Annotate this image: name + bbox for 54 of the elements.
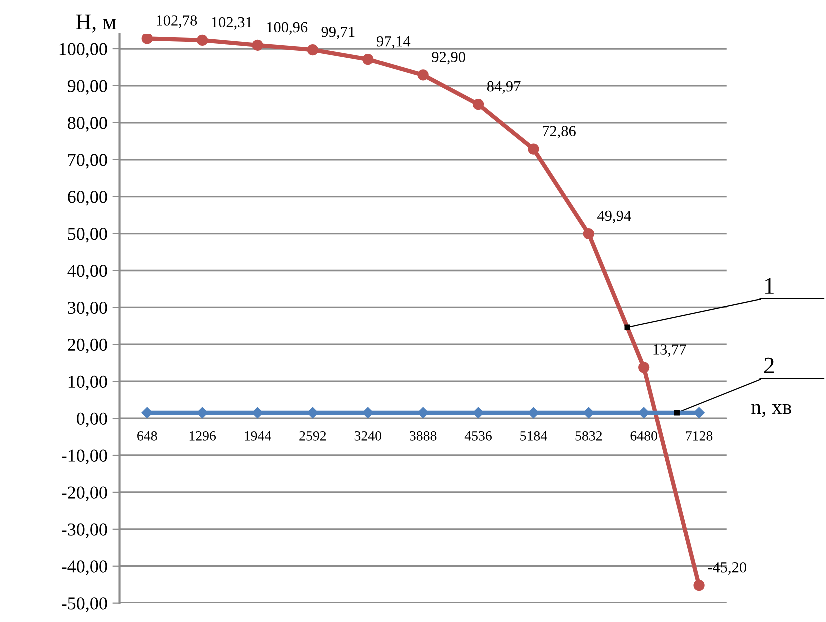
point <box>638 362 650 374</box>
point <box>583 228 594 240</box>
x-tick-label: 1296 <box>190 432 216 441</box>
data-label: 84,97 <box>487 81 521 94</box>
point <box>142 34 153 44</box>
x-tick-label: 6480 <box>630 431 658 441</box>
y-tick-label: -20,00 <box>62 486 108 502</box>
data-label: 102,78 <box>157 16 198 28</box>
y-axis-title: H, м <box>76 14 116 33</box>
y-tick-label: -30,00 <box>62 524 108 538</box>
x-tick-label: 5184 <box>520 431 548 441</box>
point <box>694 580 705 592</box>
x-tick-label: 3888 <box>410 431 437 441</box>
y-tick-label: 40,00 <box>68 264 108 280</box>
data-label: 102,31 <box>212 17 252 30</box>
data-label: 97,14 <box>376 36 411 49</box>
y-tick-label: 100,00 <box>60 43 108 58</box>
x-tick-label: 7128 <box>686 431 713 441</box>
x-tick-label: 4536 <box>464 432 492 441</box>
x-tick-label: 2592 <box>300 432 326 441</box>
y-tick-label: 90,00 <box>68 80 108 95</box>
point <box>362 54 374 66</box>
y-tick-label: 30,00 <box>68 302 108 317</box>
x-tick-label: 1944 <box>245 432 272 441</box>
y-tick-label: -40,00 <box>62 560 108 576</box>
point <box>197 34 208 46</box>
data-label: -45,20 <box>708 562 746 575</box>
y-tick-label: 0,00 <box>77 412 108 428</box>
data-label: 49,94 <box>598 210 632 224</box>
point <box>418 70 429 81</box>
x-tick-label: 3240 <box>354 431 382 441</box>
y-tick-label: 60,00 <box>68 191 108 206</box>
data-label: 92,90 <box>432 52 466 65</box>
x-tick-label: 5832 <box>576 431 602 441</box>
data-label: 72,86 <box>543 126 576 139</box>
point <box>307 44 318 56</box>
text: 1 <box>766 278 774 294</box>
text: 2 <box>764 358 774 374</box>
point <box>142 407 153 419</box>
point <box>252 40 264 51</box>
x-axis-title: n, хв <box>752 404 792 418</box>
y-tick-label: -50,00 <box>62 598 108 612</box>
x-tick-label: 648 <box>138 431 158 441</box>
y-tick-label: 70,00 <box>68 154 108 169</box>
y-tick-label: 10,00 <box>68 376 108 391</box>
y-tick-label: 50,00 <box>68 228 108 243</box>
y-tick-label: -10,00 <box>62 450 108 465</box>
data-label: 13,77 <box>654 344 686 358</box>
y-tick-label: 20,00 <box>68 338 108 354</box>
point <box>472 98 484 110</box>
data-label: 100,96 <box>267 22 308 35</box>
y-tick-label: 80,00 <box>68 117 108 132</box>
data-label: 99,71 <box>322 26 355 40</box>
point <box>528 144 540 155</box>
